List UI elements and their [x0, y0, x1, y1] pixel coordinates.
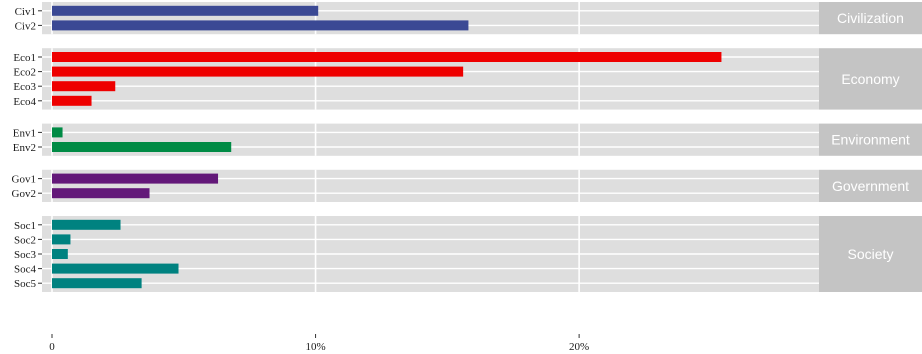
- y-tick-label: Civ1: [15, 6, 36, 18]
- y-tick-label: Env1: [13, 127, 36, 139]
- facet-label-economy: Economy: [841, 71, 899, 87]
- bar-soc2: [52, 234, 71, 245]
- bar-eco2: [52, 66, 464, 77]
- y-tick-label: Env2: [13, 142, 36, 154]
- bar-eco1: [52, 52, 722, 62]
- y-tick-label: Eco4: [13, 96, 36, 108]
- y-tick-label: Soc3: [14, 249, 37, 261]
- y-tick-label: Gov1: [12, 174, 36, 186]
- facet-label-environment: Environment: [831, 132, 910, 148]
- bar-gov1: [52, 173, 219, 184]
- y-tick-label: Civ2: [15, 20, 36, 32]
- y-tick-label: Eco2: [13, 67, 36, 79]
- facet-strip: [819, 123, 922, 156]
- bar-env1: [52, 127, 63, 138]
- bar-env2: [52, 142, 232, 152]
- y-tick-label: Gov2: [12, 188, 36, 200]
- y-tick-label: Eco1: [13, 52, 36, 64]
- facet-strip: [819, 48, 922, 110]
- bar-soc5: [52, 278, 142, 289]
- bar-soc3: [52, 249, 68, 259]
- bar-civ1: [52, 5, 319, 16]
- facet-strip: [819, 216, 922, 292]
- bar-civ2: [52, 20, 469, 31]
- x-tick-label: 0: [49, 341, 55, 353]
- bar-eco4: [52, 95, 92, 106]
- x-tick-label: 20%: [569, 341, 589, 353]
- x-tick-label: 10%: [305, 341, 325, 353]
- bar-gov2: [52, 188, 150, 199]
- facet-label-society: Society: [848, 246, 894, 262]
- bar-soc1: [52, 219, 121, 230]
- y-tick-label: Soc4: [14, 264, 37, 276]
- y-tick-label: Eco3: [13, 81, 36, 93]
- facet-strip: [819, 169, 922, 202]
- bar-soc4: [52, 263, 179, 274]
- y-tick-label: Soc5: [14, 278, 37, 290]
- y-tick-label: Soc1: [14, 220, 36, 232]
- facet-strip: [819, 2, 922, 35]
- bar-eco3: [52, 81, 116, 92]
- y-tick-label: Soc2: [14, 234, 36, 246]
- facet-label-civilization: Civilization: [837, 10, 904, 26]
- facet-label-government: Government: [832, 178, 909, 194]
